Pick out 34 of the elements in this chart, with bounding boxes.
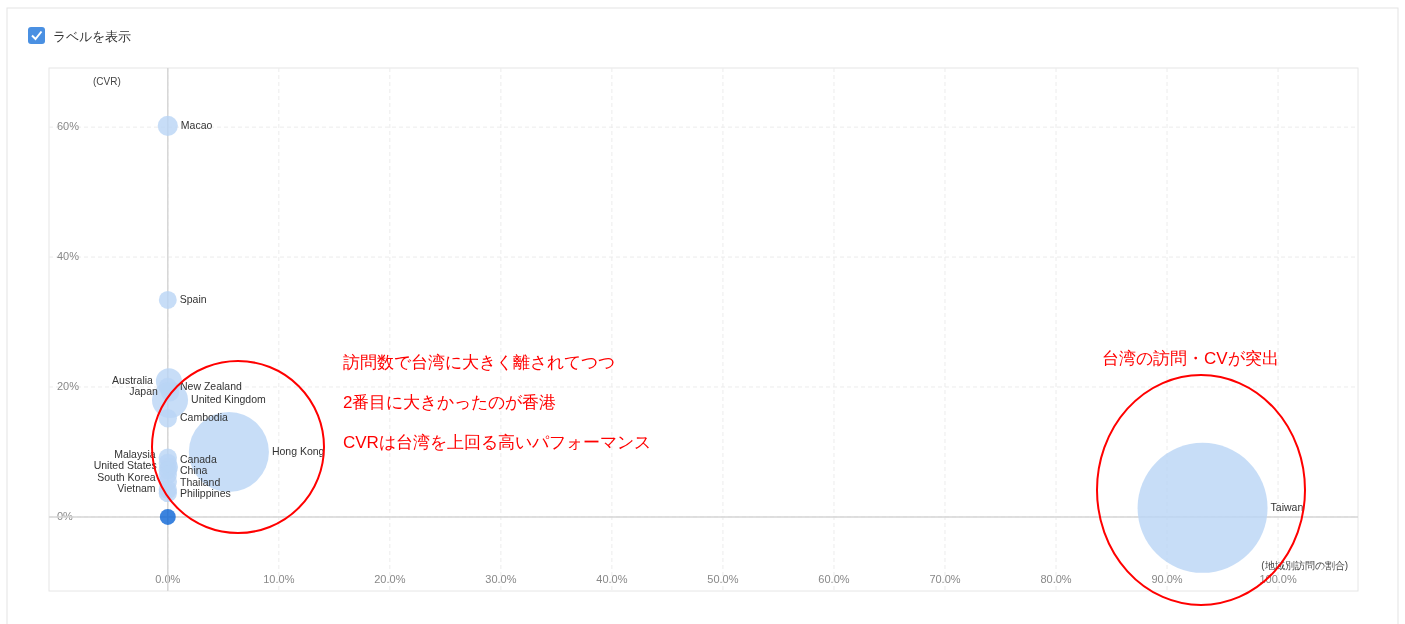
- series-label: United Kingdom: [191, 392, 267, 405]
- annotation: 台湾の訪問・CVが突出: [1102, 349, 1279, 368]
- series-label: South Korea: [97, 470, 156, 483]
- x-tick-label: 30.0%: [485, 573, 517, 585]
- series-label: Macao: [180, 118, 213, 131]
- annotation: 2番目に大きかったのが香港: [343, 393, 557, 412]
- x-tick-label: 80.0%: [1040, 573, 1072, 585]
- x-tick-label: 50.0%: [707, 573, 739, 585]
- y-axis-title: (CVR): [93, 76, 121, 87]
- series-label: Vietnam: [117, 482, 156, 495]
- y-tick-label: 40%: [57, 249, 80, 262]
- x-tick-label: 10.0%: [263, 573, 295, 585]
- series-label: Thailand: [179, 475, 221, 488]
- y-tick-label: 0%: [57, 509, 74, 522]
- series-label: Australia: [112, 373, 154, 386]
- series-label: Japan: [129, 385, 158, 398]
- series-label: Canada: [179, 452, 217, 465]
- x-tick-label: 0.0%: [155, 573, 181, 585]
- y-tick-label: 20%: [57, 379, 80, 392]
- series-label: New Zealand: [179, 379, 243, 392]
- x-tick-label: 60.0%: [818, 573, 850, 585]
- series-label: Spain: [179, 292, 207, 305]
- series-label: China: [179, 464, 208, 477]
- annotation: CVRは台湾を上回る高いパフォーマンス: [343, 433, 651, 452]
- y-tick-label: 60%: [57, 120, 80, 133]
- x-tick-label: 40.0%: [596, 573, 628, 585]
- x-tick-label: 70.0%: [929, 573, 961, 585]
- series-label: Cambodia: [179, 410, 229, 423]
- text: ラベルを表示: [53, 29, 131, 44]
- x-tick-label: 90.0%: [1151, 573, 1183, 585]
- annotation: 訪問数で台湾に大きく離されてつつ: [343, 353, 615, 372]
- series-label: Taiwan: [1270, 500, 1304, 513]
- series-label: Philippines: [179, 487, 231, 500]
- x-tick-label: 20.0%: [374, 573, 406, 585]
